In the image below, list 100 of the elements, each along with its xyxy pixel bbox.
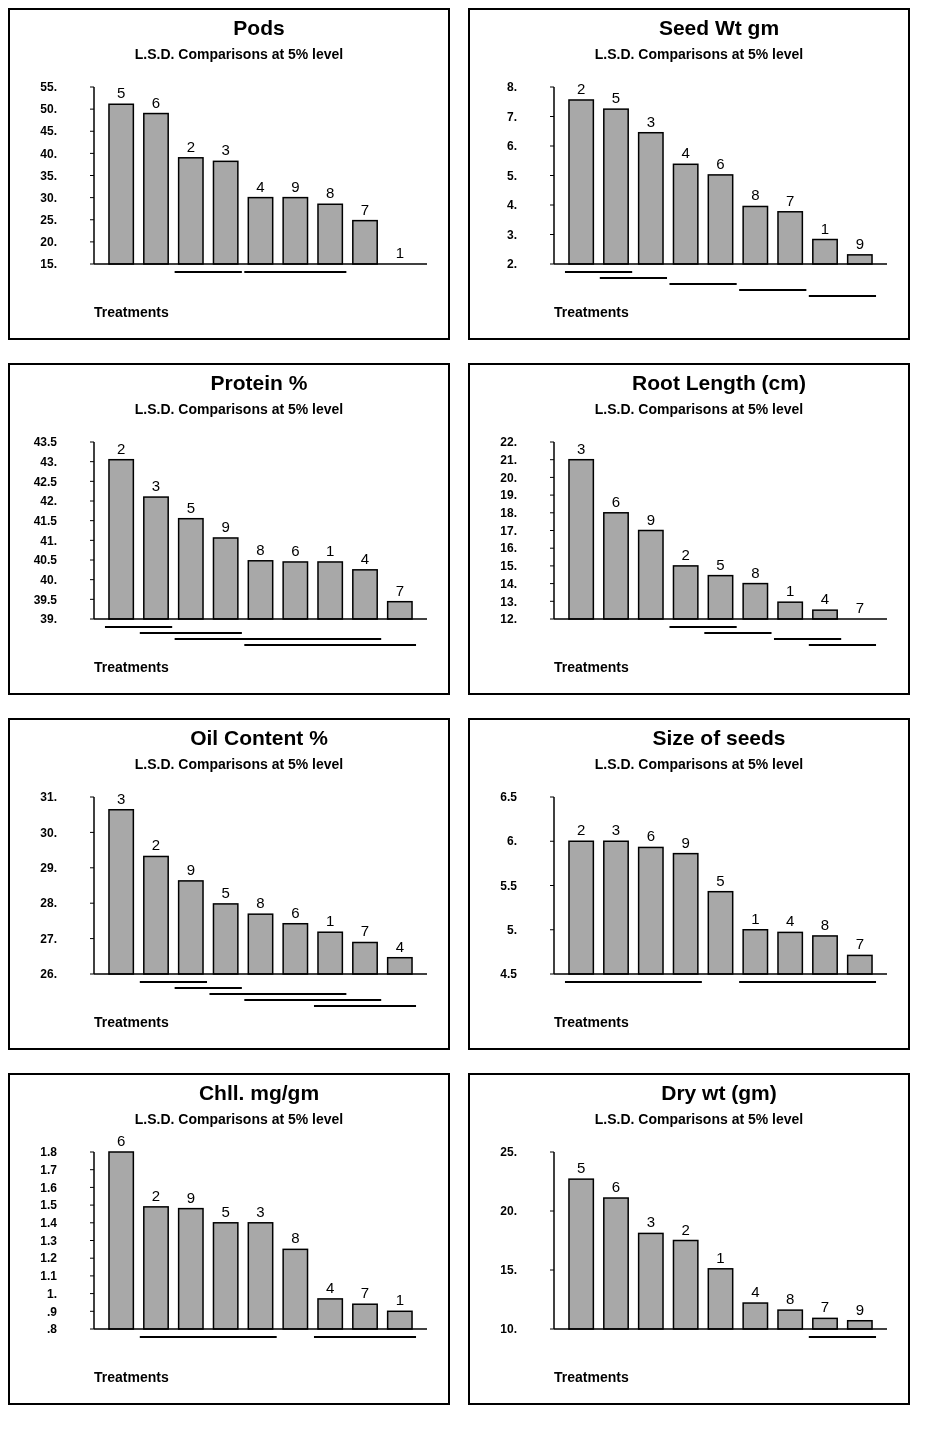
chart-subtitle: L.S.D. Comparisons at 5% level [134,46,344,62]
x-axis-title: Treatments [94,1014,169,1030]
y-tick-label: 2. [506,257,517,272]
chart-title: Dry wt (gm) [661,1081,777,1104]
x-tick-label: 7 [820,1298,830,1316]
y-tick-label: 10. [500,1322,517,1337]
x-tick-label: 9 [681,833,690,851]
y-tick-label: 1.8 [40,1145,58,1160]
chart-subtitle: L.S.D. Comparisons at 5% level [134,401,344,417]
x-axis-title: Treatments [554,304,629,320]
x-axis-title: Treatments [94,1369,169,1385]
x-tick-label: 4 [786,912,795,930]
chart-subtitle: L.S.D. Comparisons at 5% level [594,1111,804,1127]
y-tick-label: 28. [40,896,57,911]
x-tick-label: 3 [116,789,126,807]
y-tick-label: 12. [500,612,517,627]
x-tick-label: 5 [716,871,725,889]
y-tick-label: 50. [40,102,57,117]
x-tick-label: 2 [576,79,586,97]
y-tick-label: 21. [500,452,517,467]
x-tick-label: 9 [221,517,230,535]
y-tick-label: 3. [506,227,517,242]
y-tick-label: 4.5 [500,967,518,982]
y-tick-label: 19. [500,488,517,503]
y-tick-label: 40.5 [33,553,58,568]
y-tick-label: 16. [500,541,517,556]
y-tick-label: 6.5 [500,790,518,805]
y-tick-label: 15. [40,257,57,272]
y-tick-label: 6. [506,139,517,154]
y-tick-label: 43. [40,454,57,469]
y-tick-label: 1.2 [40,1251,58,1266]
x-tick-label: 6 [151,93,161,111]
y-tick-label: 1.3 [40,1233,58,1248]
y-tick-label: 5. [506,168,517,183]
x-tick-label: 1 [786,582,795,600]
x-tick-label: 6 [291,903,300,921]
y-tick-label: 7. [506,109,517,124]
y-tick-label: 25. [500,1145,517,1160]
chart-subtitle: L.S.D. Comparisons at 5% level [594,46,804,62]
y-tick-label: 20. [500,470,517,485]
x-axis-title: Treatments [554,659,629,675]
y-tick-label: 1.6 [40,1180,58,1195]
x-tick-label: 7 [855,599,865,616]
x-tick-label: 1 [326,912,335,930]
x-axis-title: Treatments [554,1369,629,1385]
y-tick-label: 5.5 [500,878,518,893]
x-tick-label: 1 [395,244,405,261]
x-axis-title: Treatments [554,1014,629,1030]
x-tick-label: 1 [326,541,335,559]
y-tick-label: 30. [40,190,57,205]
y-tick-label: 20. [40,235,57,250]
x-tick-label: 8 [820,915,830,933]
x-tick-label: 8 [256,540,265,558]
x-tick-label: 7 [360,1284,370,1302]
y-tick-label: 40. [40,572,57,587]
chart-subtitle: L.S.D. Comparisons at 5% level [134,1111,344,1127]
chart-subtitle: L.S.D. Comparisons at 5% level [594,401,804,417]
y-tick-label: 27. [40,931,57,946]
x-tick-label: 8 [786,1290,795,1308]
y-tick-label: 22. [500,435,517,450]
y-tick-label: 8. [506,80,517,95]
x-tick-label: 5 [611,89,621,107]
chart-title: Seed Wt gm [658,16,780,39]
chart-subtitle: L.S.D. Comparisons at 5% level [134,756,344,772]
y-tick-label: 1.4 [40,1216,58,1230]
y-tick-label: 1.1 [40,1269,58,1284]
chart-title: Size of seeds [652,726,786,749]
y-tick-label: 13. [500,594,517,609]
x-tick-label: 5 [221,883,230,901]
x-axis-title: Treatments [94,659,169,675]
y-tick-label: 1.7 [40,1162,58,1177]
y-tick-label: 15. [500,559,517,574]
x-tick-label: 2 [186,137,195,155]
y-tick-label: 15. [500,1263,517,1278]
x-tick-label: 2 [681,545,690,563]
x-tick-label: 5 [186,498,195,516]
x-tick-label: 8 [256,894,265,912]
x-tick-label: 4 [360,549,370,567]
x-tick-label: 4 [395,937,405,955]
y-tick-label: 39. [40,612,57,627]
x-tick-label: 9 [855,234,865,252]
x-axis-title: Treatments [94,304,169,320]
chart-title: Pods [233,16,285,39]
x-tick-label: 4 [326,1278,335,1296]
x-tick-label: 6 [611,1178,621,1196]
x-tick-label: 5 [221,1202,230,1220]
chart-title: Chll. mg/gm [198,1081,320,1104]
x-tick-label: 7 [395,581,405,599]
x-tick-label: 5 [576,1159,586,1177]
y-tick-label: 31. [40,790,57,805]
y-tick-label: 45. [40,124,57,139]
y-tick-label: .8 [46,1322,58,1337]
y-tick-label: 1.5 [40,1198,58,1213]
x-tick-label: 3 [221,141,230,159]
x-tick-label: 7 [786,191,795,209]
x-tick-label: 1 [820,219,830,237]
x-tick-label: 6 [291,541,300,559]
x-tick-label: 3 [646,112,655,130]
x-tick-label: 6 [116,1132,126,1149]
x-tick-label: 6 [716,154,725,172]
